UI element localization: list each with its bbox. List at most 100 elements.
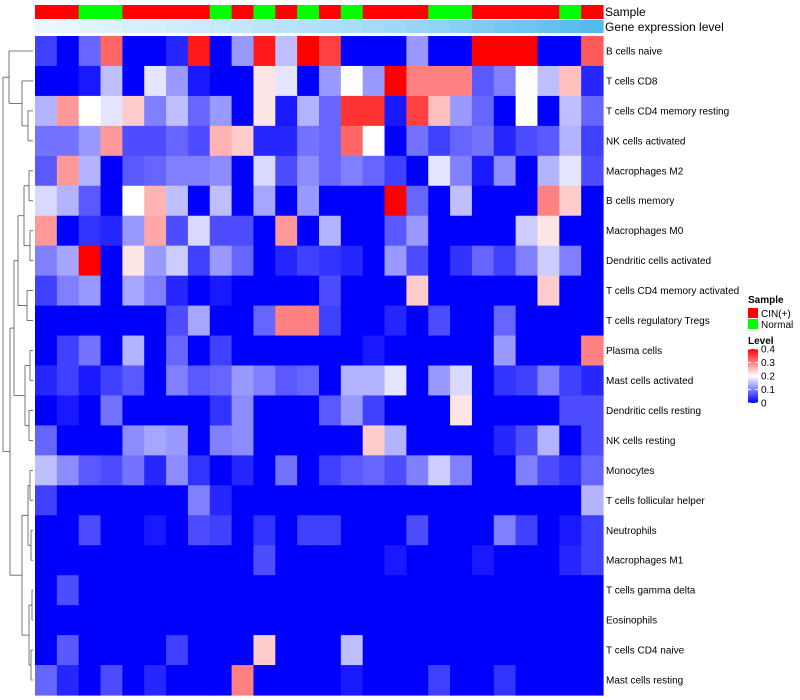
heatmap-cell	[35, 65, 58, 97]
heatmap-cell	[275, 185, 298, 217]
heatmap-cell	[559, 305, 582, 337]
heatmap-cell	[362, 545, 386, 576]
heatmap-cell	[537, 125, 560, 157]
heatmap-cell	[253, 635, 276, 666]
heatmap-cell	[253, 305, 276, 337]
heatmap-cell	[362, 215, 386, 247]
heatmap-cell	[493, 515, 517, 546]
heatmap-cell	[450, 545, 473, 576]
heatmap-cell	[428, 305, 451, 337]
heatmap-cell	[559, 425, 582, 456]
heatmap-cell	[144, 36, 167, 67]
heatmap-cell	[406, 185, 429, 217]
heatmap-cell	[319, 215, 342, 247]
heatmap-cell	[428, 365, 451, 397]
heatmap-cell	[450, 665, 473, 696]
heatmap-cell	[471, 95, 495, 127]
row-label: T cells CD4 memory resting	[606, 106, 729, 117]
sample-annotation-cell	[122, 5, 145, 19]
heatmap-cell	[253, 185, 276, 217]
heatmap-cell	[340, 515, 364, 546]
heatmap-cell	[231, 545, 255, 576]
heatmap-cell	[515, 215, 539, 247]
heatmap-cell	[166, 575, 189, 606]
heatmap-cell	[319, 95, 342, 127]
heatmap-cell	[100, 65, 123, 97]
row-label: Dendritic cells activated	[606, 256, 711, 267]
heatmap-cell	[122, 36, 145, 67]
legend-cin-swatch	[748, 308, 758, 318]
row-dendrogram	[2, 50, 33, 681]
heatmap-cell	[493, 245, 517, 277]
heatmap-cell	[166, 635, 189, 666]
heatmap-cell	[559, 125, 582, 157]
heatmap-cell	[78, 275, 102, 307]
expression-annotation-cell	[450, 20, 473, 33]
heatmap-cell	[406, 635, 429, 666]
heatmap-cell	[297, 395, 320, 426]
heatmap-cell	[340, 485, 364, 516]
sample-annotation-cell	[515, 5, 539, 19]
heatmap-cells	[35, 36, 604, 696]
sample-annotation-cell	[493, 5, 517, 19]
heatmap-cell	[384, 425, 407, 456]
heatmap-cell	[319, 485, 342, 516]
heatmap-cell	[297, 575, 320, 606]
heatmap-cell	[275, 455, 298, 486]
heatmap-cell	[144, 575, 167, 606]
heatmap-cell	[471, 605, 495, 636]
heatmap-cell	[209, 155, 233, 187]
heatmap-cell	[340, 305, 364, 337]
heatmap-cell	[471, 665, 495, 696]
heatmap-cell	[78, 245, 102, 277]
heatmap-cell	[515, 365, 539, 397]
heatmap-cell	[122, 455, 145, 486]
heatmap-cell	[56, 605, 80, 636]
heatmap-cell	[56, 215, 80, 247]
heatmap-cell	[515, 275, 539, 307]
heatmap-cell	[144, 515, 167, 546]
heatmap-cell	[340, 245, 364, 277]
heatmap-cell	[78, 635, 102, 666]
heatmap-cell	[428, 425, 451, 456]
sample-annotation-cell	[253, 5, 276, 19]
sample-annotation-cell	[559, 5, 582, 19]
heatmap-cell	[297, 605, 320, 636]
heatmap-cell	[493, 635, 517, 666]
heatmap-cell	[78, 545, 102, 576]
heatmap-cell	[450, 575, 473, 606]
heatmap-cell	[559, 275, 582, 307]
heatmap-cell	[187, 395, 211, 426]
heatmap-cell	[144, 455, 167, 486]
heatmap-cell	[319, 125, 342, 157]
heatmap-cell	[559, 485, 582, 516]
heatmap-cell	[515, 305, 539, 337]
heatmap-cell	[493, 275, 517, 307]
heatmap-cell	[187, 155, 211, 187]
heatmap-cell	[166, 95, 189, 127]
heatmap-cell	[209, 605, 233, 636]
heatmap-cell	[384, 245, 407, 277]
sample-annotation-cell	[406, 5, 429, 19]
heatmap-cell	[406, 455, 429, 486]
heatmap-cell	[515, 95, 539, 127]
heatmap-cell	[35, 215, 58, 247]
heatmap-cell	[122, 65, 145, 97]
legend-normal-swatch	[748, 319, 758, 329]
heatmap-cell	[362, 245, 386, 277]
heatmap-cell	[428, 455, 451, 486]
heatmap-cell	[471, 36, 495, 67]
heatmap-cell	[406, 275, 429, 307]
heatmap-cell	[581, 575, 604, 606]
heatmap-cell	[144, 365, 167, 397]
heatmap-cell	[581, 185, 604, 217]
heatmap-cell	[450, 245, 473, 277]
expression-annotation-cell	[122, 20, 145, 33]
heatmap-cell	[56, 515, 80, 546]
heatmap-cell	[340, 65, 364, 97]
heatmap-cell	[253, 36, 276, 67]
heatmap-cell	[100, 485, 123, 516]
heatmap-cell	[559, 605, 582, 636]
expression-annotation-cell	[537, 20, 560, 33]
heatmap-cell	[450, 65, 473, 97]
